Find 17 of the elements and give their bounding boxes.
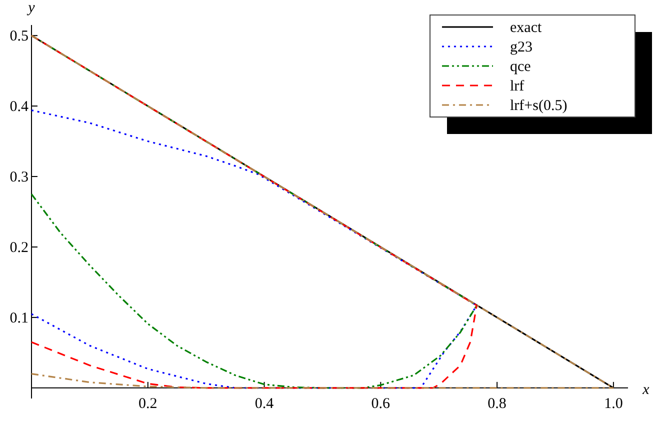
x-tick-label: 0.8	[488, 396, 506, 412]
x-tick-label: 1.0	[604, 396, 623, 412]
y-tick-label: 0.2	[10, 240, 28, 256]
y-tick-label: 0.3	[10, 170, 28, 186]
x-tick-label: 0.2	[138, 396, 158, 412]
x-axis-title: x	[642, 382, 650, 398]
y-tick-label: 0.5	[10, 28, 28, 45]
x-tick-label: 0.6	[371, 396, 391, 412]
legend-label: qce	[510, 59, 532, 75]
legend-label: g23	[510, 40, 532, 56]
x-tick-label: 0.4	[254, 396, 274, 412]
legend-label: lrf	[510, 78, 524, 94]
legend-label: exact	[510, 20, 542, 36]
y-tick-label: 0.1	[10, 310, 28, 326]
y-axis-title: y	[26, 0, 36, 16]
legend-label: lrf+s(0.5)	[510, 98, 568, 114]
y-tick-label: 0.4	[10, 99, 29, 116]
